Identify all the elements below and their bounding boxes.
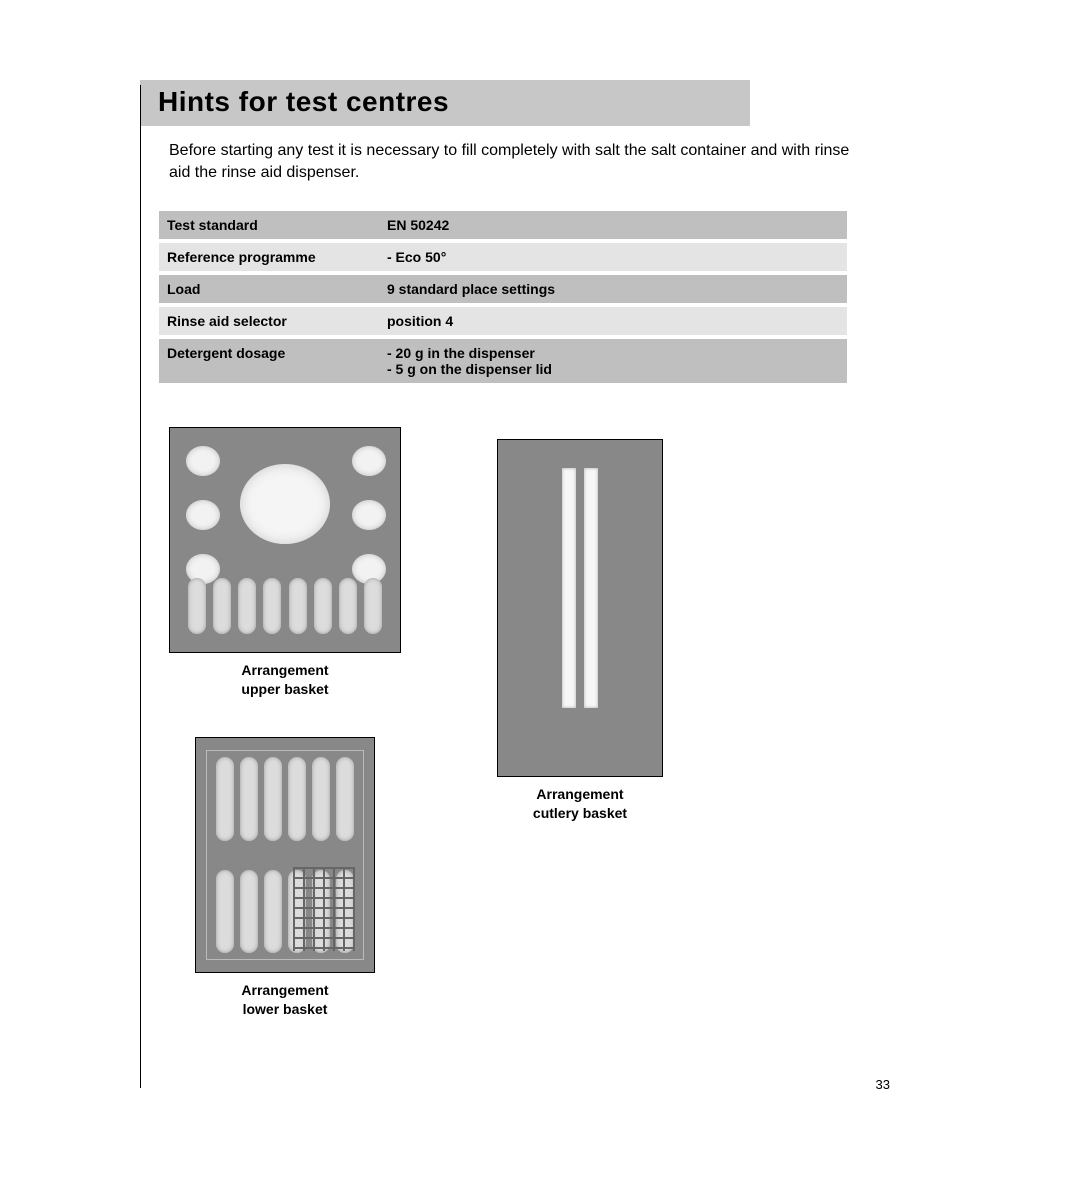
plates-top	[207, 751, 363, 847]
section-title-bar: Hints for test centres	[140, 80, 750, 126]
plate-icon	[288, 757, 306, 841]
figure-lower-basket: Arrangement lower basket	[195, 737, 375, 1019]
test-spec-tbody: Test standardEN 50242Reference programme…	[159, 211, 847, 383]
caption-cutlery: Arrangement cutlery basket	[497, 785, 663, 823]
table-cell-key: Load	[159, 275, 379, 303]
plate-icon	[364, 578, 382, 634]
table-cell-value: 9 standard place settings	[379, 275, 847, 303]
bowl-icon	[240, 464, 330, 544]
table-cell-key: Rinse aid selector	[159, 307, 379, 335]
figures-area: Arrangement upper basket	[169, 427, 970, 1067]
table-cell-value: EN 50242	[379, 211, 847, 239]
figure-cutlery-basket: Arrangement cutlery basket	[497, 439, 663, 823]
intro-paragraph: Before starting any test it is necessary…	[169, 140, 869, 183]
table-cell-value: - Eco 50°	[379, 243, 847, 271]
table-row: Test standardEN 50242	[159, 211, 847, 239]
table-row: Detergent dosage- 20 g in the dispenser …	[159, 339, 847, 383]
photo-cutlery-basket	[497, 439, 663, 777]
table-row: Rinse aid selectorposition 4	[159, 307, 847, 335]
cup-icon	[186, 500, 220, 530]
table-row: Reference programme- Eco 50°	[159, 243, 847, 271]
figure-upper-basket: Arrangement upper basket	[169, 427, 401, 699]
plate-icon	[263, 578, 281, 634]
plate-icon	[339, 578, 357, 634]
cup-icon	[352, 446, 386, 476]
plate-icon	[188, 578, 206, 634]
utensil-icon	[584, 468, 598, 708]
table-cell-key: Test standard	[159, 211, 379, 239]
cup-icon	[186, 446, 220, 476]
cup-icon	[352, 500, 386, 530]
caption-upper: Arrangement upper basket	[169, 661, 401, 699]
plate-icon	[314, 578, 332, 634]
plate-icon	[216, 870, 234, 954]
table-cell-value: - 20 g in the dispenser - 5 g on the dis…	[379, 339, 847, 383]
table-cell-value: position 4	[379, 307, 847, 335]
cutlery-grid-icon	[293, 867, 355, 951]
rack-outline	[206, 750, 364, 960]
plate-icon	[264, 757, 282, 841]
plates-row	[188, 578, 382, 634]
utensil-icon	[562, 468, 576, 708]
photo-upper-basket	[169, 427, 401, 653]
test-spec-table: Test standardEN 50242Reference programme…	[159, 207, 847, 387]
plate-icon	[312, 757, 330, 841]
left-rule	[140, 85, 141, 1088]
caption-lower: Arrangement lower basket	[195, 981, 375, 1019]
plate-icon	[216, 757, 234, 841]
plate-icon	[289, 578, 307, 634]
photo-lower-basket	[195, 737, 375, 973]
manual-page: Hints for test centres Before starting a…	[0, 0, 1080, 1188]
plate-icon	[240, 757, 258, 841]
table-cell-key: Detergent dosage	[159, 339, 379, 383]
section-title: Hints for test centres	[158, 86, 732, 118]
plate-icon	[238, 578, 256, 634]
table-row: Load9 standard place settings	[159, 275, 847, 303]
table-cell-key: Reference programme	[159, 243, 379, 271]
plate-icon	[213, 578, 231, 634]
page-number: 33	[876, 1077, 890, 1092]
plate-icon	[240, 870, 258, 954]
plate-icon	[336, 757, 354, 841]
plate-icon	[264, 870, 282, 954]
